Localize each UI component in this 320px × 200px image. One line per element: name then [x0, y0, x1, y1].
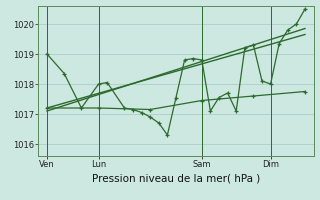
X-axis label: Pression niveau de la mer( hPa ): Pression niveau de la mer( hPa ): [92, 173, 260, 183]
